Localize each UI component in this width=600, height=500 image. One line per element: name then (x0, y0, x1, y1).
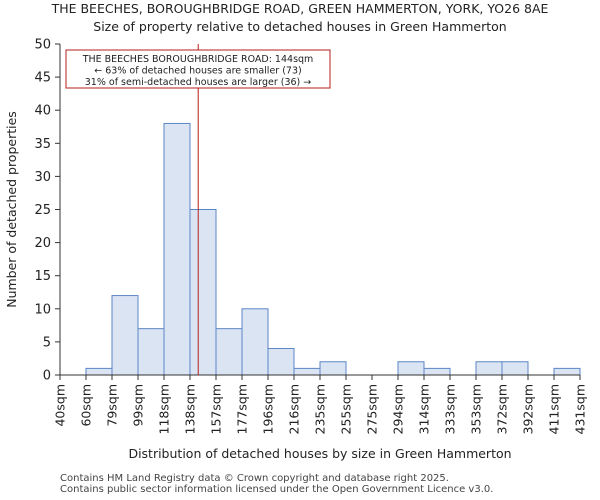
histogram-chart: 0 5 10 15 20 25 30 35 40 45 50 40sqm 60sqm 79sqm 99sqm… (4, 38, 588, 462)
y-tick-label: 40 (34, 104, 51, 119)
histogram-bar (293, 367, 321, 376)
histogram-bar (241, 308, 269, 376)
x-tick-label: 138sqm (183, 384, 198, 434)
annotation-box (65, 49, 331, 89)
histogram-bar (137, 328, 165, 376)
y-tick-label: 25 (34, 203, 51, 218)
x-tick-label: 353sqm (469, 384, 484, 434)
x-tick-label: 79sqm (105, 384, 120, 427)
y-tick-label: 0 (43, 369, 51, 384)
x-tick-label: 216sqm (287, 384, 302, 434)
y-axis-title: Number of detached properties (4, 111, 19, 308)
annotation-line: THE BEECHES BOROUGHBRIDGE ROAD: 144sqm (82, 54, 314, 65)
x-tick-label: 177sqm (235, 384, 250, 434)
x-tick-label: 314sqm (417, 384, 432, 434)
histogram-bar (423, 367, 451, 376)
x-tick-label: 333sqm (443, 384, 458, 434)
y-tick-label: 15 (34, 269, 51, 284)
x-tick-label: 40sqm (53, 384, 68, 427)
x-tick-label: 275sqm (365, 384, 380, 434)
annotation-line: 31% of semi-detached houses are larger (… (85, 77, 312, 88)
x-tick-label: 255sqm (339, 384, 354, 434)
footer-licence: Contains public sector information licen… (60, 484, 494, 495)
x-tick-label: 235sqm (313, 384, 328, 434)
x-axis-title: Distribution of detached houses by size … (128, 446, 511, 461)
histogram-bar (267, 348, 295, 376)
chart-subtitle: Size of property relative to detached ho… (93, 19, 507, 34)
histogram-bar (189, 209, 217, 376)
footer-copyright: Contains HM Land Registry data © Crown c… (60, 473, 449, 484)
histogram-bar (215, 328, 243, 376)
y-tick-label: 35 (34, 137, 51, 152)
x-tick-label: 411sqm (547, 384, 562, 434)
x-tick-label: 157sqm (209, 384, 224, 434)
x-tick-label: 60sqm (79, 384, 94, 427)
chart-title: THE BEECHES, BOROUGHBRIDGE ROAD, GREEN H… (51, 1, 549, 16)
x-tick-label: 294sqm (391, 384, 406, 434)
annotation-line: ← 63% of detached houses are smaller (73… (94, 66, 301, 77)
x-tick-label: 99sqm (131, 384, 146, 427)
y-tick-label: 5 (43, 335, 51, 350)
y-tick-label: 20 (34, 236, 51, 251)
x-tick-label: 392sqm (521, 384, 536, 434)
x-tick-label: 118sqm (157, 384, 172, 434)
y-tick-label: 50 (34, 38, 51, 53)
x-tick-label: 372sqm (495, 384, 510, 434)
histogram-bar (501, 361, 529, 376)
histogram-bar (397, 361, 425, 376)
histogram-bar (163, 122, 191, 376)
histogram-bar (85, 367, 113, 376)
y-tick-label: 10 (34, 302, 51, 317)
x-tick-label: 431sqm (573, 384, 588, 434)
y-tick-label: 45 (34, 71, 51, 86)
histogram-bar (553, 367, 581, 376)
y-tick-label: 30 (34, 170, 51, 185)
x-tick-label: 196sqm (261, 384, 276, 434)
histogram-bar (475, 361, 503, 376)
histogram-bar (111, 295, 139, 376)
histogram-bar (319, 361, 347, 376)
